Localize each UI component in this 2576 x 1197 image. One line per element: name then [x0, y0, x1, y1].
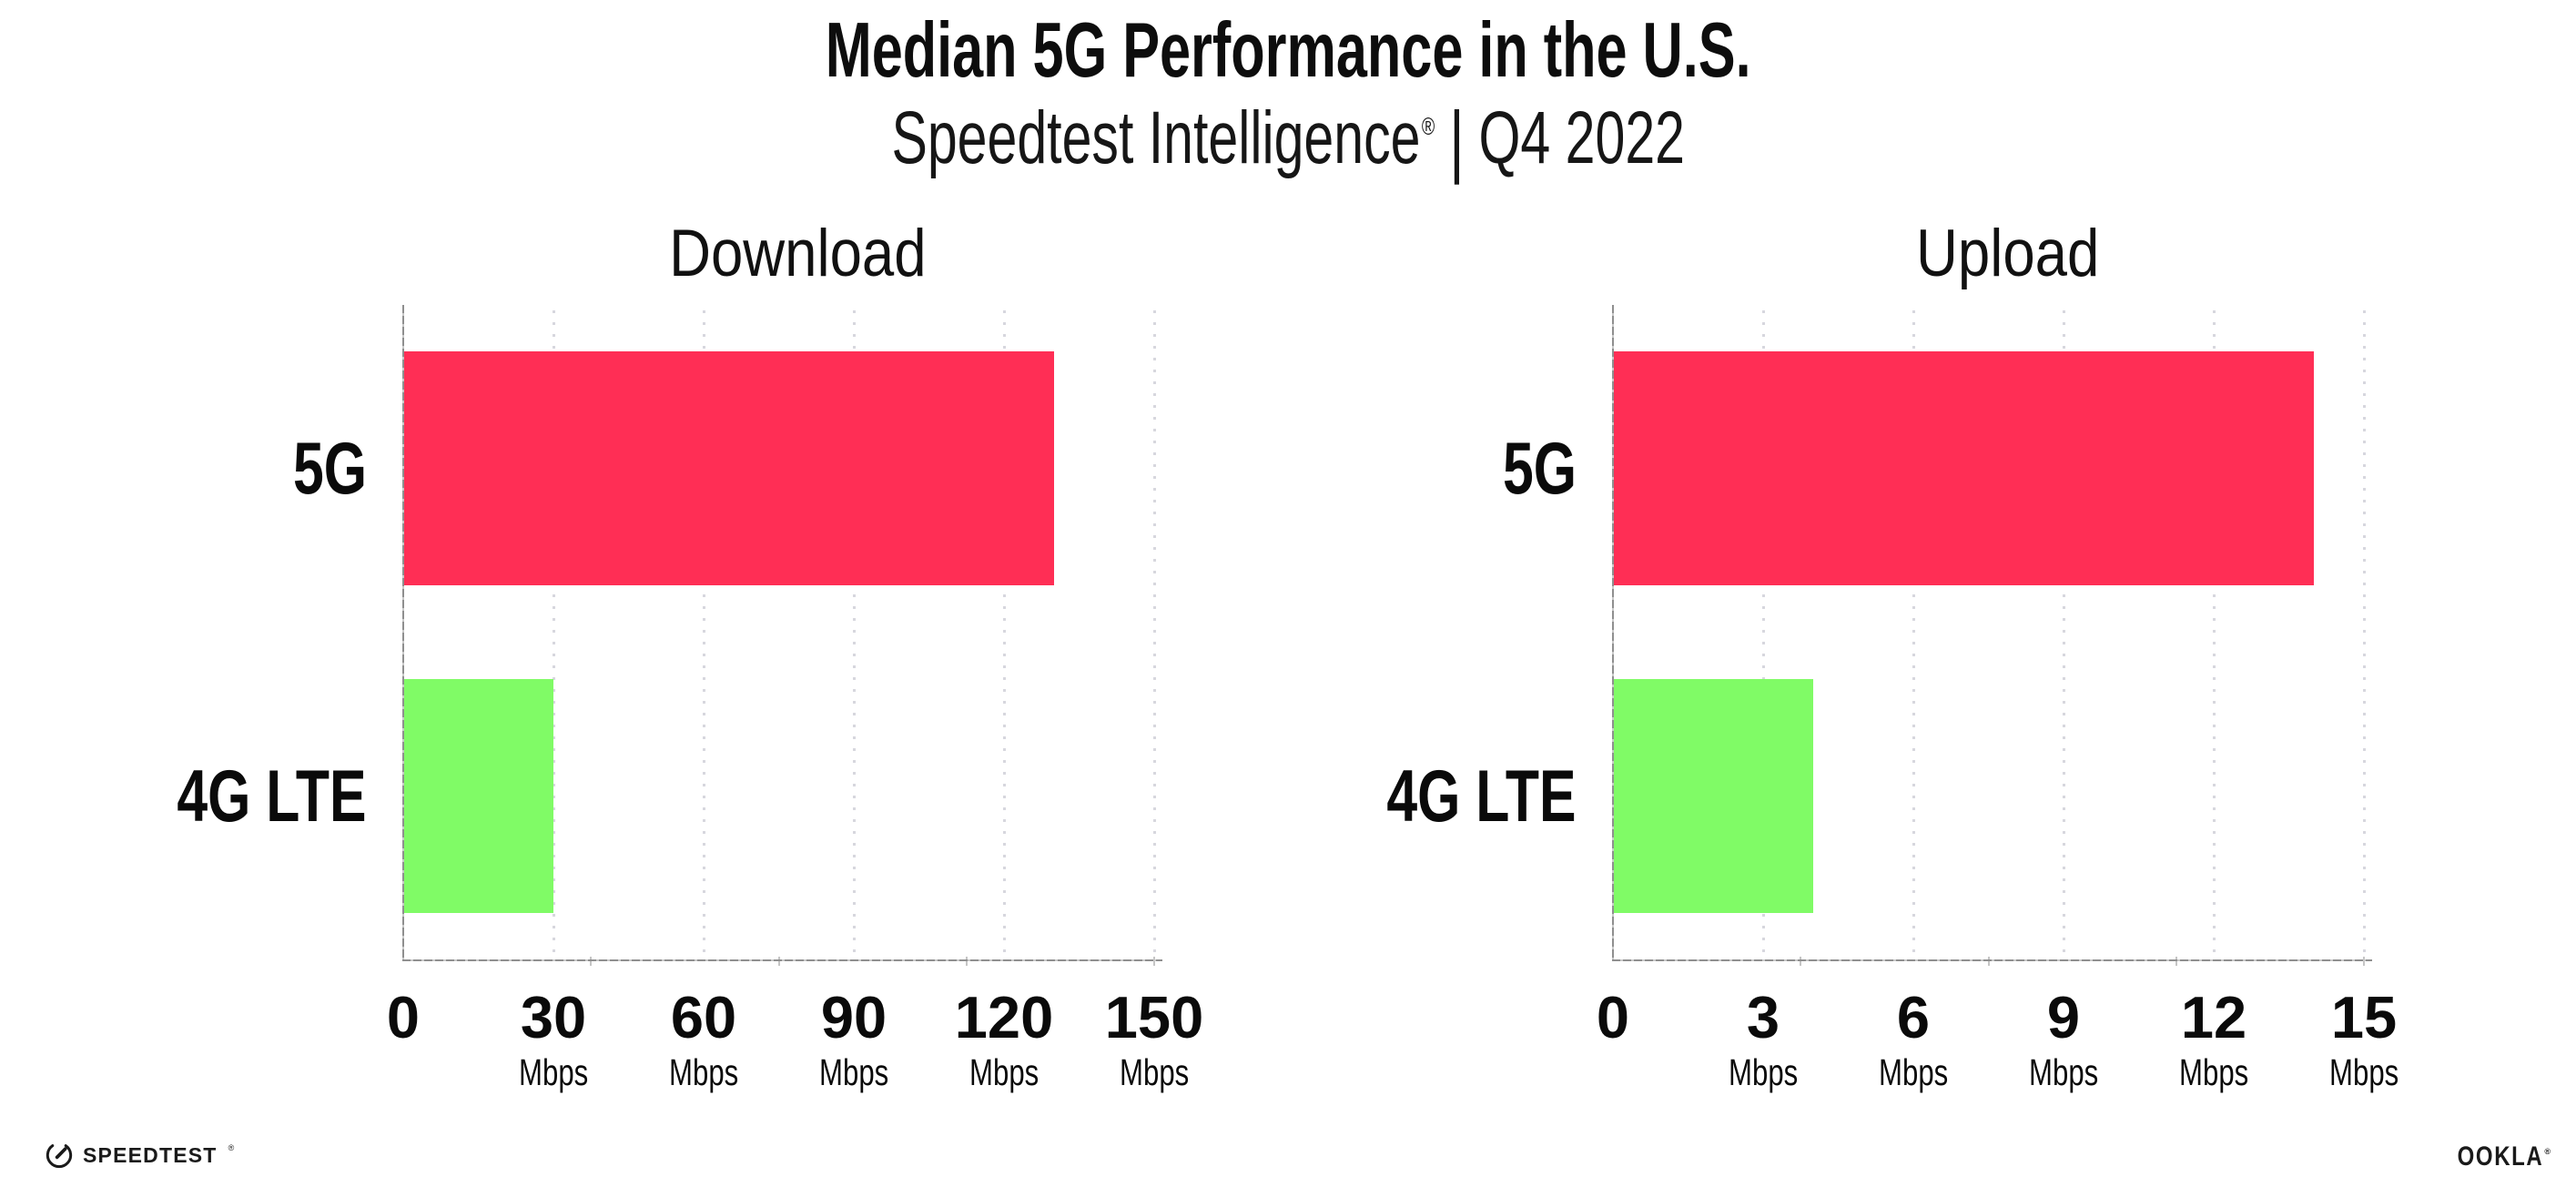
unit-label: Mbps [1119, 1051, 1190, 1093]
tick-label: 9 Mbps [2028, 984, 2099, 1094]
unit-label: Mbps [1878, 1051, 1949, 1093]
upload-chart: Upload 5G 4G LTE [1387, 209, 2402, 1129]
bar-5g-upload [1613, 351, 2314, 585]
category-label-4g-lte: 4G LTE [177, 756, 367, 837]
download-chart: Download 5G 4G LTE [177, 209, 1203, 1129]
unit-label: Mbps [2328, 1051, 2399, 1093]
tick-label: 60 Mbps [668, 984, 739, 1094]
unit-label: Mbps [1728, 1051, 1799, 1093]
tick-label: 150 Mbps [1104, 984, 1204, 1094]
tick-label: 30 Mbps [518, 984, 589, 1094]
x-axis-line [402, 959, 1162, 961]
subtitle-brand: Speedtest Intelligence [891, 96, 1421, 179]
tick-label: 6 Mbps [1878, 984, 1949, 1094]
upload-plot-area: 0 3 Mbps 6 Mbps 9 Mbps 12 Mbps [1597, 305, 2402, 1093]
gridline [2363, 310, 2366, 960]
gridline [703, 310, 705, 960]
gridline [2213, 310, 2216, 960]
gridline [1003, 310, 1006, 960]
page-title: Median 5G Performance in the U.S. [0, 7, 2576, 94]
download-chart-title: Download [669, 217, 927, 290]
axis-tick [965, 957, 968, 966]
category-label-5g: 5G [292, 428, 367, 510]
axis-tick [1987, 957, 1990, 966]
upload-chart-title: Upload [1915, 217, 2100, 290]
tick-label: 0 [386, 984, 421, 1050]
gridline [1912, 310, 1915, 960]
tick-label: 0 [1596, 984, 1630, 1050]
download-plot-area: 0 30 Mbps 60 Mbps 90 Mbps 120 Mbps [387, 305, 1203, 1093]
gridline [1153, 310, 1156, 960]
speedtest-logo: SPEEDTEST ® [46, 1140, 234, 1171]
tick-label: 3 Mbps [1728, 984, 1799, 1094]
speedtest-logo-text: SPEEDTEST [83, 1143, 218, 1167]
registered-mark-icon: ® [228, 1143, 235, 1152]
category-label-4g-lte: 4G LTE [1386, 756, 1577, 837]
unit-label: Mbps [969, 1051, 1040, 1093]
gridline [1762, 310, 1765, 960]
tick-label: 15 Mbps [2328, 984, 2399, 1094]
gridline [853, 310, 856, 960]
bar-5g-download [403, 351, 1054, 585]
unit-label: Mbps [518, 1051, 589, 1093]
axis-tick [2363, 957, 2365, 966]
tick-label: 12 Mbps [2178, 984, 2249, 1094]
axis-tick [2175, 957, 2177, 966]
x-axis-line [1612, 959, 2372, 961]
unit-label: Mbps [818, 1051, 889, 1093]
bar-4g-lte-upload [1613, 679, 1813, 913]
unit-label: Mbps [2028, 1051, 2099, 1093]
y-axis-line [1612, 305, 1614, 960]
unit-label: Mbps [2178, 1051, 2249, 1093]
speedtest-gauge-icon [46, 1144, 73, 1169]
y-axis-line [402, 305, 404, 960]
ookla-logo: OOKLA® [2436, 1143, 2551, 1171]
bar-4g-lte-download [403, 679, 553, 913]
gridline [2063, 310, 2065, 960]
axis-tick [777, 957, 780, 966]
page-subtitle: Speedtest Intelligence® | Q4 2022 [0, 95, 2576, 198]
unit-label: Mbps [668, 1051, 739, 1093]
page-title-text: Median 5G Performance in the U.S. [825, 7, 1751, 94]
axis-tick [1153, 957, 1155, 966]
tick-label: 120 Mbps [954, 984, 1054, 1094]
category-label-5g: 5G [1502, 428, 1577, 510]
axis-tick [590, 957, 593, 966]
gridline [553, 310, 555, 960]
registered-mark-icon: ® [1421, 112, 1435, 140]
subtitle-separator: | [1448, 95, 1465, 185]
registered-mark-icon: ® [2544, 1147, 2551, 1156]
tick-label: 90 Mbps [818, 984, 889, 1094]
axis-tick [1800, 957, 1802, 966]
subtitle-period: Q4 2022 [1478, 96, 1685, 179]
ookla-logo-text: OOKLA [2457, 1141, 2544, 1172]
